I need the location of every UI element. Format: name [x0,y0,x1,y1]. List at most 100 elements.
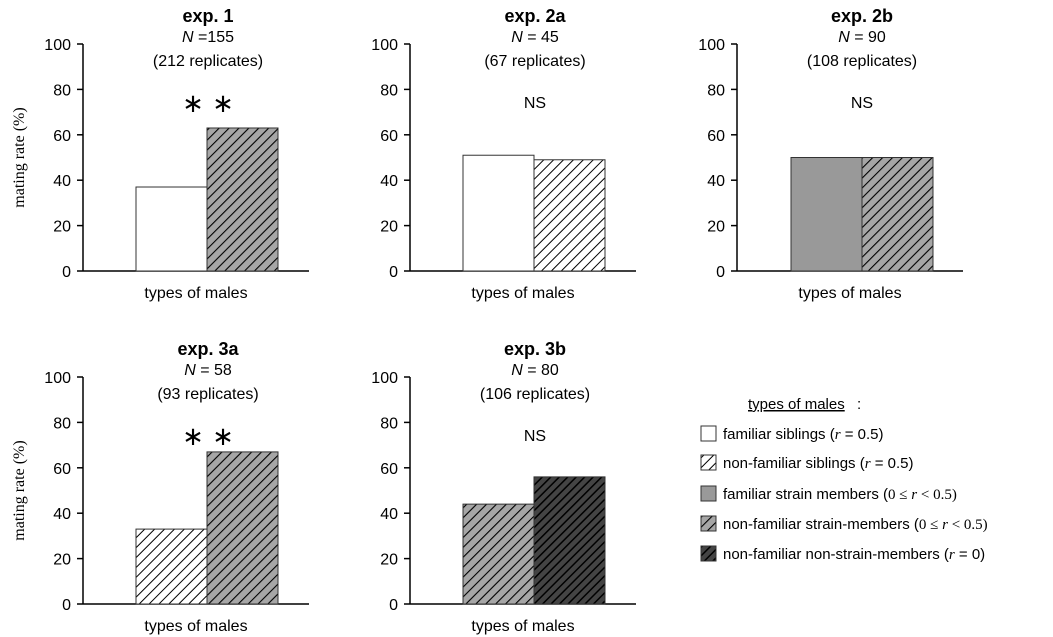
bar-nonfam_strain [861,157,934,272]
panel-title: exp. 3b [504,339,566,359]
bar-fam_strain [790,157,863,272]
legend-swatch-fam_sib [700,425,717,442]
y-tick-label: 20 [53,219,71,236]
significance-ns: NS [851,95,873,112]
replicates: (108 replicates) [807,53,917,70]
legend: types of males:familiar siblings (r = 0.… [700,396,988,563]
bar-nonfam_sib [533,159,606,272]
y-tick-label: 20 [53,552,71,569]
y-tick-label: 60 [707,128,725,145]
bar-fam_sib [135,186,208,272]
legend-r-value: < 0.5) [917,487,957,503]
panel-4: 0 20 40 60 80 100 exp. 3a N = 58 (93 replicates)… [11,339,309,635]
legend-r-symbol: r [949,547,955,563]
legend-swatch-fam_strain [700,485,717,502]
y-tick-label: 0 [716,264,725,281]
y-tick-label: 40 [380,173,398,190]
legend-swatch-nonfam_nonstrain [700,545,717,562]
sample-size: N = 90 [838,29,886,46]
legend-r-value: = 0) [955,546,985,563]
panel-3: 0 20 40 60 80 100 exp. 2b N = 90 (108 replicates… [698,6,963,302]
significance-stars: ∗ ∗ [182,422,234,452]
y-tick-label: 20 [707,219,725,236]
y-tick-label: 0 [389,597,398,614]
x-axis-label: types of males [471,285,574,302]
y-axis-label: mating rate (%) [11,107,28,207]
y-tick-label: 60 [380,461,398,478]
n-symbol: N [511,362,523,379]
legend-item-nonfam_strain: non-familiar strain-members (0 ≤ r < 0.5… [723,516,988,533]
sample-size: N =155 [182,29,234,46]
y-tick-label: 80 [53,82,71,99]
n-value: = 80 [523,362,559,379]
legend-label: non-familiar siblings ( [723,455,865,472]
n-symbol: N [182,29,194,46]
legend-label: non-familiar strain-members ( [723,516,919,533]
n-value: = 58 [196,362,232,379]
y-tick-label: 40 [53,173,71,190]
legend-item-fam_strain: familiar strain members (0 ≤ r < 0.5) [723,486,957,503]
replicates: (93 replicates) [157,386,258,403]
panel-1: 0 20 40 60 80 100 exp. 1 N =155 (212 replicates)… [11,6,309,302]
legend-r-symbol: r [865,456,871,472]
y-tick-label: 0 [62,264,71,281]
y-tick-label: 20 [380,219,398,236]
legend-r-prefix: 0 ≤ [888,487,911,503]
sample-size: N = 58 [184,362,232,379]
n-symbol: N [184,362,196,379]
legend-r-prefix: 0 ≤ [919,517,942,533]
n-value: = 90 [850,29,886,46]
x-axis-label: types of males [144,285,247,302]
bar-nonfam_strain [206,451,279,605]
legend-item-nonfam_sib: non-familiar siblings (r = 0.5) [723,455,914,472]
panel-2: 0 20 40 60 80 100 exp. 2a N = 45 (67 replicates)… [371,6,636,302]
bar-fam_sib [462,154,535,272]
x-axis-label: types of males [471,618,574,635]
x-axis-label: types of males [798,285,901,302]
n-value: =155 [194,29,235,46]
y-tick-label: 60 [53,461,71,478]
y-tick-label: 0 [389,264,398,281]
bar-nonfam_strain [206,127,279,272]
significance-ns: NS [524,95,546,112]
legend-swatch-nonfam_sib [700,454,717,471]
replicates: (106 replicates) [480,386,590,403]
legend-r-value: = 0.5) [841,426,884,443]
y-tick-label: 100 [371,37,398,54]
legend-swatch-nonfam_strain [700,515,717,532]
legend-r-symbol: r [911,487,917,503]
legend-title-suffix: : [857,396,861,413]
panel-title: exp. 2b [831,6,893,26]
panel-5: 0 20 40 60 80 100 exp. 3b N = 80 (106 replicates… [371,339,636,635]
y-tick-label: 80 [380,82,398,99]
sample-size: N = 45 [511,29,559,46]
replicates: (212 replicates) [153,53,263,70]
n-symbol: N [511,29,523,46]
y-tick-label: 100 [371,370,398,387]
bar-nonfam_nonstrain [533,476,606,605]
y-tick-label: 0 [62,597,71,614]
legend-label: non-familiar non-strain-members ( [723,546,949,563]
panel-title: exp. 3a [177,339,239,359]
panel-title: exp. 1 [182,6,233,26]
legend-item-fam_sib: familiar siblings (r = 0.5) [723,426,884,443]
y-tick-label: 80 [707,82,725,99]
y-tick-label: 60 [53,128,71,145]
legend-label: familiar strain members ( [723,486,888,503]
legend-r-symbol: r [835,427,841,443]
bar-nonfam_strain [462,503,535,605]
replicates: (67 replicates) [484,53,585,70]
n-symbol: N [838,29,850,46]
legend-r-value: = 0.5) [871,455,914,472]
bar-nonfam_sib [135,528,208,605]
y-tick-label: 20 [380,552,398,569]
significance-ns: NS [524,428,546,445]
legend-item-nonfam_nonstrain: non-familiar non-strain-members (r = 0) [723,546,985,563]
y-tick-label: 40 [380,506,398,523]
legend-r-value: < 0.5) [948,517,988,533]
y-tick-label: 100 [44,370,71,387]
legend-r-symbol: r [942,517,948,533]
y-tick-label: 80 [380,415,398,432]
y-tick-label: 40 [53,506,71,523]
